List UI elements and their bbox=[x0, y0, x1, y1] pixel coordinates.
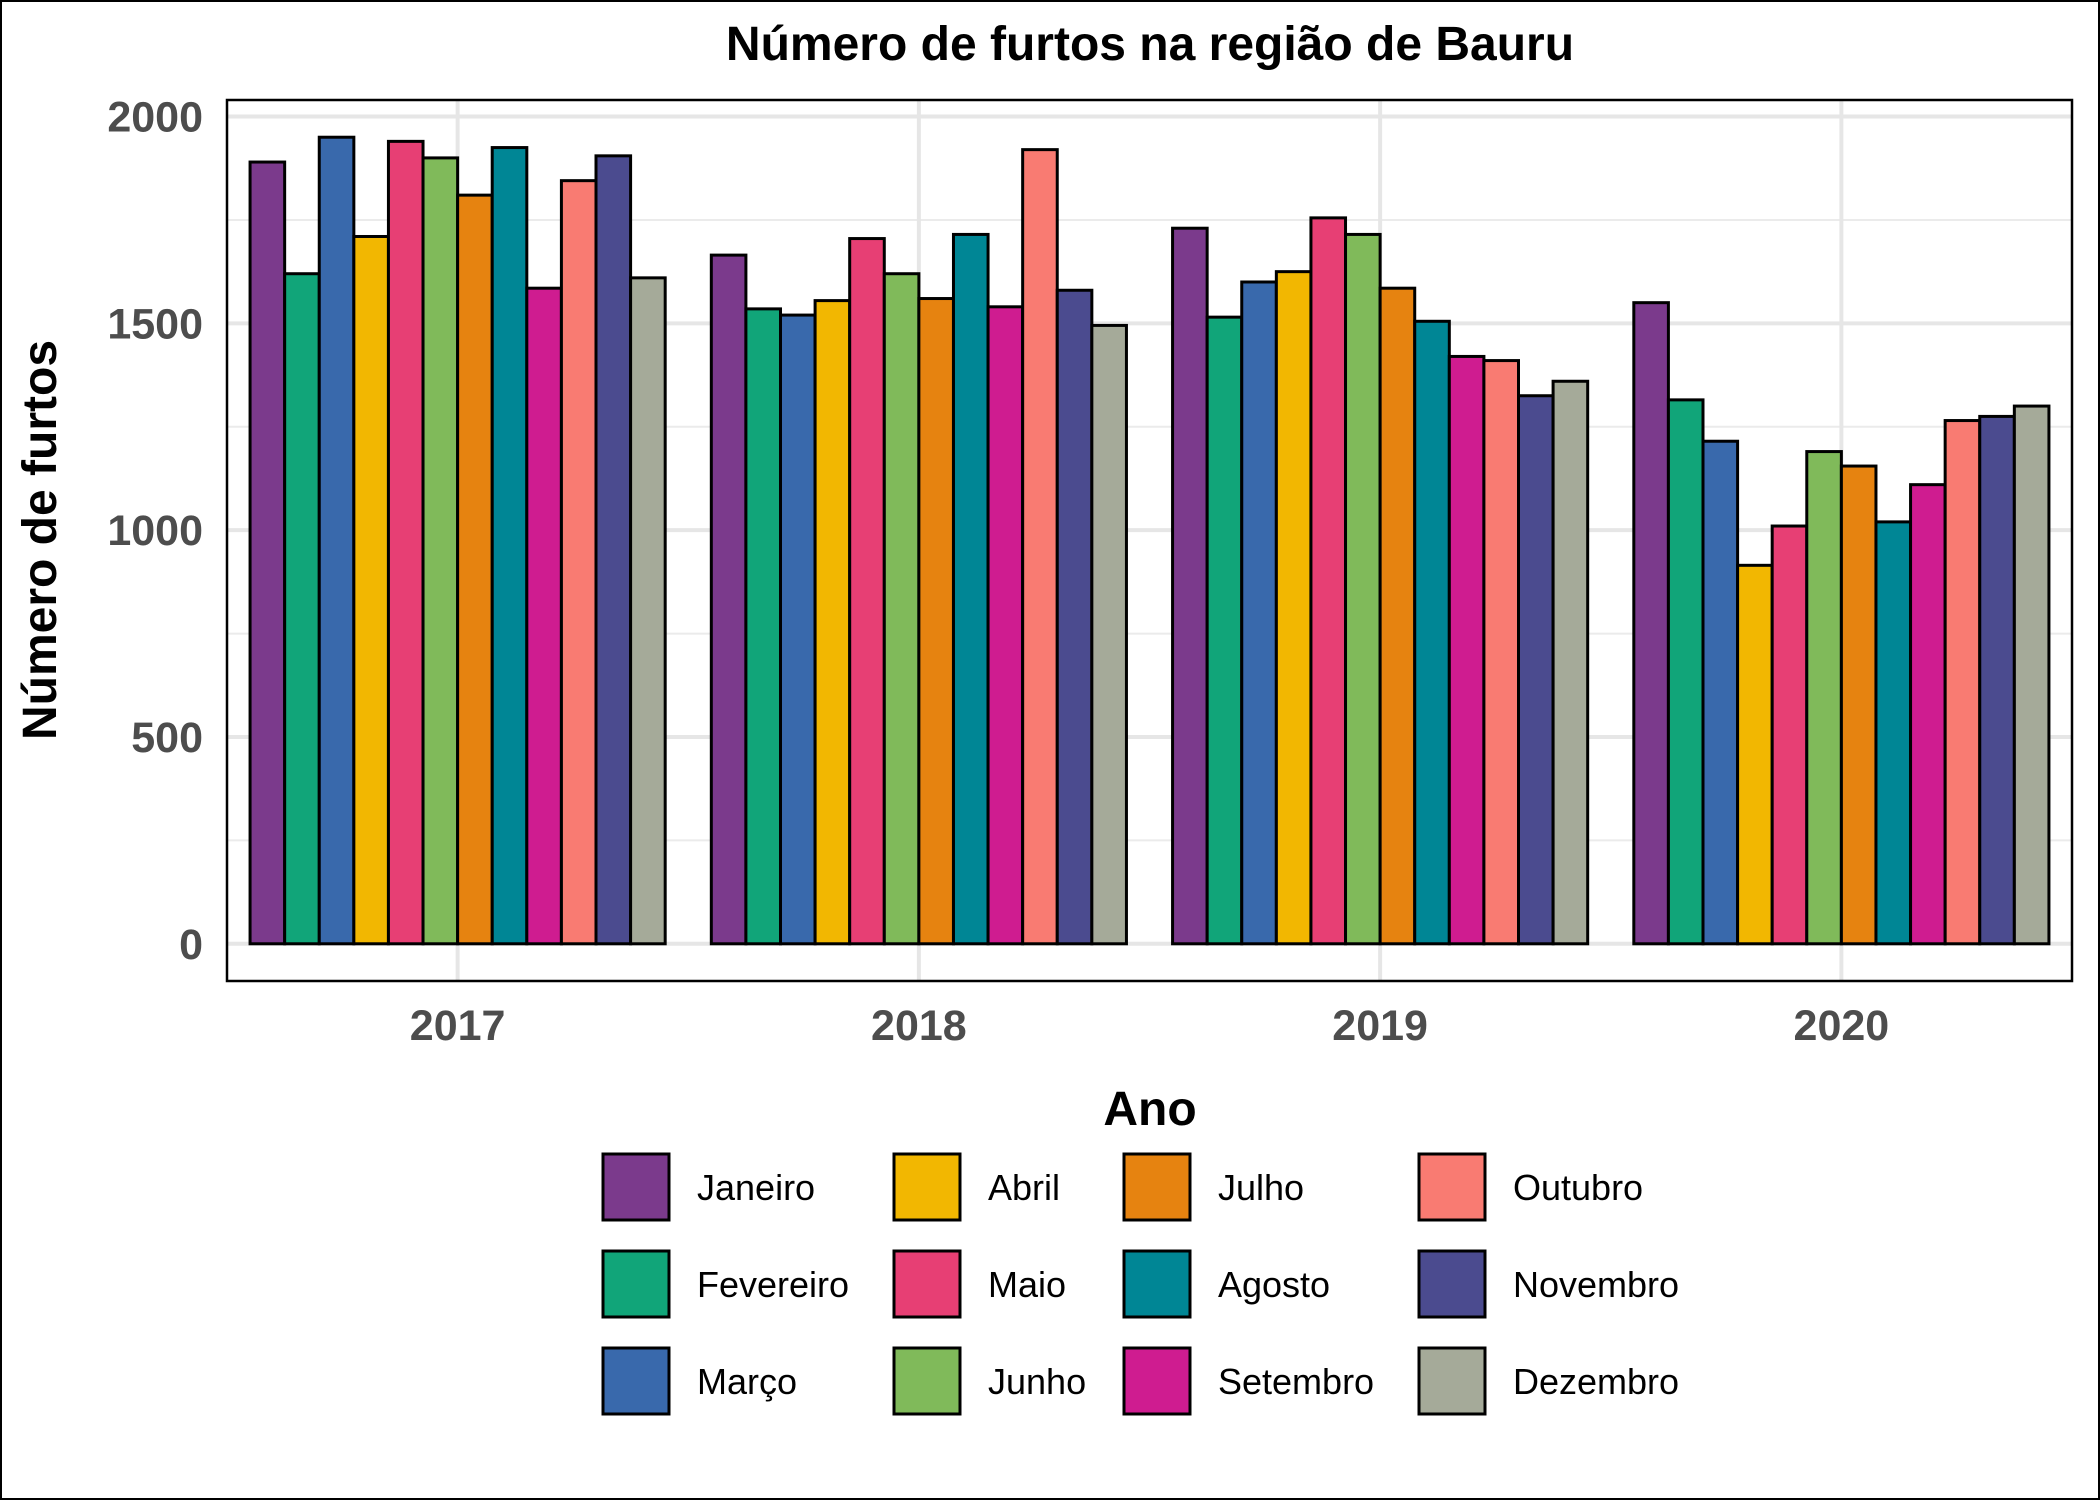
y-tick-label: 0 bbox=[179, 921, 203, 969]
bar-dezembro-2019 bbox=[1551, 379, 1590, 946]
bar-novembro-2020 bbox=[1978, 414, 2016, 946]
bar-fevereiro-2019 bbox=[1205, 315, 1244, 946]
x-tick-label: 2017 bbox=[410, 1002, 506, 1050]
bar-outubro-2019 bbox=[1482, 359, 1520, 946]
legend-label-março: Março bbox=[697, 1361, 797, 1402]
legend-label-abril: Abril bbox=[988, 1167, 1060, 1208]
legend-label-setembro: Setembro bbox=[1218, 1361, 1374, 1402]
bar-novembro-2017 bbox=[594, 154, 633, 946]
bar-dezembro-2018 bbox=[1090, 323, 1128, 946]
legend-label-outubro: Outubro bbox=[1513, 1167, 1643, 1208]
bar-outubro-2020 bbox=[1943, 419, 1982, 946]
legend-key-novembro bbox=[1417, 1249, 1487, 1319]
bar-novembro-2018 bbox=[1055, 288, 1094, 946]
y-tick-label: 1000 bbox=[107, 507, 203, 555]
legend-key-janeiro bbox=[601, 1152, 671, 1222]
legend-key-fevereiro bbox=[601, 1249, 671, 1319]
bar-julho-2017 bbox=[456, 193, 494, 946]
legend-label-julho: Julho bbox=[1218, 1167, 1304, 1208]
bar-julho-2019 bbox=[1378, 286, 1417, 946]
legend-label-dezembro: Dezembro bbox=[1513, 1361, 1679, 1402]
bar-março-2020 bbox=[1701, 439, 1740, 946]
bar-dezembro-2017 bbox=[629, 276, 667, 946]
bar-junho-2019 bbox=[1344, 232, 1382, 946]
y-tick-label: 1500 bbox=[107, 300, 203, 348]
x-tick-label: 2020 bbox=[1794, 1002, 1890, 1050]
y-axis-title: Número de furtos bbox=[14, 340, 67, 740]
x-axis-title: Ano bbox=[1103, 1083, 1196, 1136]
bar-agosto-2020 bbox=[1874, 520, 1913, 946]
bar-janeiro-2017 bbox=[248, 160, 287, 946]
legend-label-fevereiro: Fevereiro bbox=[697, 1264, 849, 1305]
bar-abril-2017 bbox=[352, 234, 390, 946]
legend-label-novembro: Novembro bbox=[1513, 1264, 1679, 1305]
bar-maio-2020 bbox=[1770, 524, 1809, 946]
x-axis-ticks: 2017 2018 2019 2020 bbox=[410, 1002, 1889, 1050]
bar-novembro-2019 bbox=[1517, 394, 1555, 946]
bar-abril-2020 bbox=[1736, 563, 1774, 946]
bar-dezembro-2020 bbox=[2012, 404, 2051, 946]
legend: Janeiro Fevereiro Março Abril Maio Junho Julho… bbox=[601, 1152, 1679, 1416]
legend-label-agosto: Agosto bbox=[1218, 1264, 1330, 1305]
legend-key-abril bbox=[892, 1152, 962, 1222]
bar-setembro-2020 bbox=[1909, 483, 1947, 946]
bar-julho-2020 bbox=[1839, 464, 1878, 946]
bar-fevereiro-2020 bbox=[1666, 398, 1705, 946]
legend-key-setembro bbox=[1122, 1346, 1192, 1416]
panel-border bbox=[225, 98, 2074, 983]
bar-agosto-2019 bbox=[1413, 319, 1451, 946]
legend-key-outubro bbox=[1417, 1152, 1487, 1222]
bar-junho-2017 bbox=[421, 156, 460, 946]
bar-março-2018 bbox=[779, 313, 817, 946]
bar-janeiro-2020 bbox=[1632, 301, 1670, 946]
bar-junho-2020 bbox=[1805, 450, 1843, 946]
bar-fevereiro-2017 bbox=[283, 272, 321, 946]
bar-setembro-2017 bbox=[525, 286, 563, 946]
legend-key-dezembro bbox=[1417, 1346, 1487, 1416]
bar-setembro-2019 bbox=[1447, 354, 1486, 946]
legend-key-maio bbox=[892, 1249, 962, 1319]
y-axis-ticks: 0 500 1000 1500 2000 bbox=[107, 94, 203, 969]
bar-maio-2017 bbox=[386, 139, 425, 946]
bar-maio-2018 bbox=[848, 237, 886, 946]
bar-outubro-2018 bbox=[1021, 148, 1059, 946]
bar-março-2019 bbox=[1240, 280, 1278, 946]
bar-agosto-2018 bbox=[951, 232, 990, 946]
legend-key-junho bbox=[892, 1346, 962, 1416]
bar-janeiro-2019 bbox=[1171, 226, 1209, 946]
bar-abril-2018 bbox=[813, 299, 852, 946]
legend-label-junho: Junho bbox=[988, 1361, 1086, 1402]
x-tick-label: 2019 bbox=[1332, 1002, 1428, 1050]
legend-key-março bbox=[601, 1346, 671, 1416]
bar-junho-2018 bbox=[882, 272, 921, 946]
bar-outubro-2017 bbox=[559, 179, 598, 946]
bar-abril-2019 bbox=[1274, 270, 1313, 946]
legend-label-janeiro: Janeiro bbox=[697, 1167, 815, 1208]
y-tick-label: 2000 bbox=[107, 94, 203, 142]
bar-setembro-2018 bbox=[986, 305, 1025, 946]
bar-fevereiro-2018 bbox=[744, 307, 782, 946]
legend-label-maio: Maio bbox=[988, 1264, 1066, 1305]
bar-março-2017 bbox=[317, 135, 356, 946]
y-tick-label: 500 bbox=[131, 714, 203, 762]
chart-title: Número de furtos na região de Bauru bbox=[726, 18, 1574, 71]
bar-janeiro-2018 bbox=[709, 253, 748, 946]
bar-julho-2018 bbox=[917, 297, 955, 946]
legend-key-julho bbox=[1122, 1152, 1192, 1222]
legend-key-agosto bbox=[1122, 1249, 1192, 1319]
x-tick-label: 2018 bbox=[871, 1002, 967, 1050]
bars bbox=[248, 135, 2051, 946]
bar-agosto-2017 bbox=[490, 146, 529, 946]
bar-maio-2019 bbox=[1309, 216, 1348, 946]
